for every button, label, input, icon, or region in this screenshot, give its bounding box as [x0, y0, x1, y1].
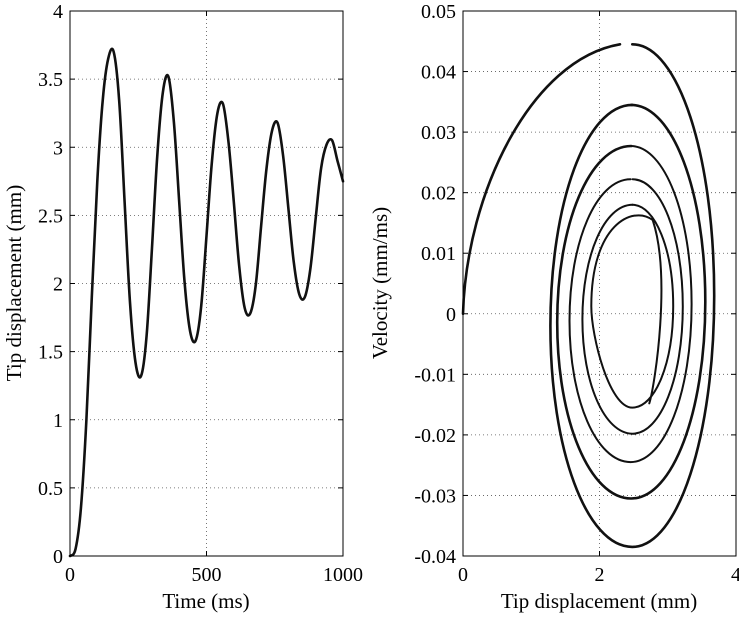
- left-ytick-label: 2: [53, 274, 63, 296]
- left-grid: [70, 11, 343, 556]
- left-ylabel: Tip displacement (mm): [2, 185, 26, 381]
- left-axes-frame: [69, 10, 344, 557]
- trajectory-loop: [590, 203, 675, 409]
- left-ytick-label: 0: [53, 546, 63, 568]
- right-ytick-label: 0.02: [421, 183, 456, 205]
- right-ticks: 0 2 4 -0.04 -0.03 -0.02 -0.01 0 0.01 0.02 0.03 0.04…: [414, 1, 739, 586]
- right-ytick-label: 0.05: [421, 1, 456, 23]
- left-ticks: 0 500 1000 0 0.5 1 1.5 2 2.5 3 3.5 4: [38, 1, 363, 586]
- trajectory-loop: [568, 145, 693, 464]
- left-xtick-label: 500: [192, 564, 222, 586]
- right-ytick-label: 0.01: [421, 243, 456, 265]
- right-axes-frame: [462, 10, 737, 557]
- left-ytick-label: 1: [53, 410, 63, 432]
- right-plot: 0 2 4 -0.04 -0.03 -0.02 -0.01 0 0.01 0.02 0.03 0.04…: [368, 1, 739, 613]
- right-xlabel: Tip displacement (mm): [501, 589, 697, 613]
- left-xtick-label: 1000: [323, 564, 363, 586]
- right-trajectory: [461, 43, 716, 549]
- left-ytick-label: 2.5: [38, 205, 63, 227]
- trajectory-loop: [581, 178, 684, 435]
- right-ytick-label: 0.03: [421, 122, 456, 144]
- right-ytick-label: 0: [446, 304, 456, 326]
- left-ytick-label: 1.5: [38, 342, 63, 364]
- trajectory-initial-segment: [461, 43, 622, 316]
- left-xlabel: Time (ms): [162, 589, 249, 613]
- right-ytick-label: -0.03: [414, 485, 456, 507]
- right-xtick-label: 2: [595, 564, 605, 586]
- trajectory-loop: [549, 43, 716, 549]
- left-ytick-label: 3.5: [38, 69, 63, 91]
- left-plot: 0 500 1000 0 0.5 1 1.5 2 2.5 3 3.5 4 Time (ms) Tip …: [2, 1, 363, 613]
- left-ytick-label: 4: [53, 1, 63, 23]
- right-xtick-label: 0: [458, 564, 468, 586]
- right-ylabel: Velocity (mm/ms): [368, 207, 392, 359]
- left-xtick-label: 0: [65, 564, 75, 586]
- right-ytick-label: -0.02: [414, 425, 456, 447]
- right-xtick-label: 4: [731, 564, 739, 586]
- right-ytick-label: -0.01: [414, 364, 456, 386]
- left-series-line: [68, 47, 345, 558]
- right-ytick-label: 0.04: [421, 62, 456, 84]
- left-ytick-label: 3: [53, 137, 63, 159]
- right-grid: [463, 11, 736, 556]
- trajectory-loop: [555, 103, 707, 500]
- right-ytick-label: -0.04: [414, 546, 456, 568]
- left-ytick-label: 0.5: [38, 478, 63, 500]
